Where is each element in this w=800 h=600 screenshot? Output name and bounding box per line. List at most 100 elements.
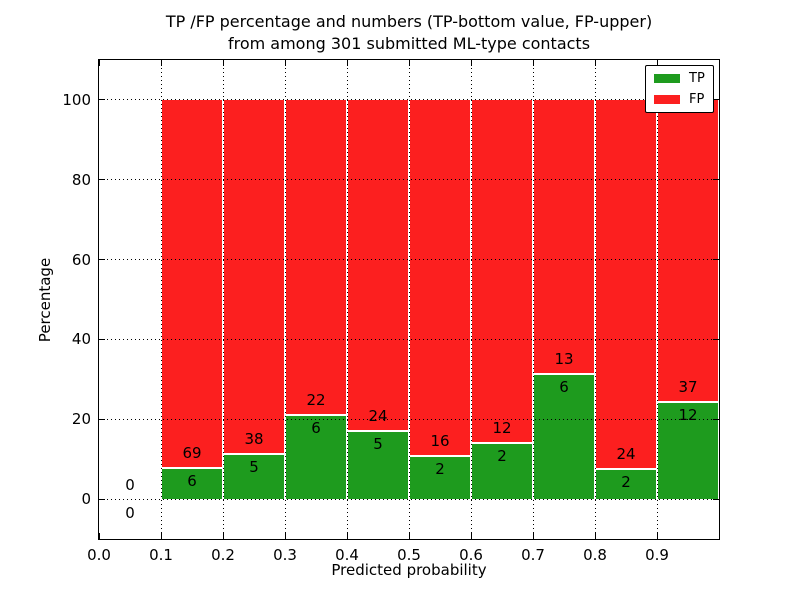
- chart-title: TP /FP percentage and numbers (TP-bottom…: [99, 11, 719, 55]
- fp-count-label: 16: [430, 431, 450, 450]
- x-tick-top: [346, 60, 348, 66]
- y-tick-label: 40: [71, 330, 91, 349]
- x-tick-bottom: [160, 533, 162, 539]
- y-tick-label: 80: [71, 170, 91, 189]
- x-tick-label: 0.7: [521, 546, 545, 564]
- x-tick-bottom: [594, 533, 596, 539]
- bar-segment-fp: [162, 99, 222, 468]
- y-tick-left: [99, 418, 105, 420]
- x-tick-top: [532, 60, 534, 66]
- x-tick-top: [98, 60, 100, 66]
- bar-segment-tp: [596, 468, 656, 500]
- bar-segment-tp: [348, 430, 408, 500]
- x-tick-label: 0.3: [273, 546, 297, 564]
- x-tick-label: 0.4: [335, 546, 359, 564]
- fp-count-label: 24: [368, 407, 388, 426]
- bar-segment-fp: [286, 99, 346, 414]
- legend: TP FP: [645, 65, 714, 113]
- x-axis-label: Predicted probability: [331, 561, 487, 579]
- y-tick-left: [99, 338, 105, 340]
- x-gridline: [408, 60, 410, 539]
- y-tick-right: [713, 259, 719, 261]
- x-tick-label: 0.2: [211, 546, 235, 564]
- tp-color-swatch: [654, 74, 680, 83]
- x-tick-top: [284, 60, 286, 66]
- x-gridline: [346, 60, 348, 539]
- bar-segment-tp: [534, 373, 594, 500]
- x-gridline: [656, 60, 658, 539]
- x-tick-bottom: [656, 533, 658, 539]
- x-gridline: [160, 60, 162, 539]
- legend-entry-tp: TP: [654, 72, 705, 85]
- tp-count-label: 6: [187, 472, 197, 491]
- x-tick-top: [222, 60, 224, 66]
- bar-segment-tp: [472, 442, 532, 500]
- x-gridline: [222, 60, 224, 539]
- fp-count-label: 69: [182, 444, 202, 463]
- y-tick-right: [713, 498, 719, 500]
- legend-entry-fp: FP: [654, 93, 705, 106]
- fp-count-label: 24: [616, 445, 636, 464]
- y-tick-left: [99, 259, 105, 261]
- x-tick-bottom: [222, 533, 224, 539]
- y-tick-label: 20: [71, 410, 91, 429]
- x-tick-label: 0.9: [645, 546, 669, 564]
- bar-segment-fp: [596, 99, 656, 469]
- x-tick-bottom: [408, 533, 410, 539]
- y-tick-left: [99, 99, 105, 101]
- legend-label-fp: FP: [689, 92, 705, 107]
- bar-segment-fp: [658, 99, 718, 402]
- bar-segment-tp: [162, 467, 222, 500]
- x-tick-top: [594, 60, 596, 66]
- x-tick-label: 0.8: [583, 546, 607, 564]
- tp-count-label: 5: [249, 457, 259, 476]
- y-tick-label: 60: [71, 250, 91, 269]
- chart-title-line1: TP /FP percentage and numbers (TP-bottom…: [165, 12, 653, 31]
- tp-count-label: 6: [559, 378, 569, 397]
- y-tick-left: [99, 498, 105, 500]
- tp-count-label: 2: [435, 459, 445, 478]
- fp-count-label: 38: [244, 429, 264, 448]
- bar-segment-tp: [410, 454, 470, 500]
- y-tick-right: [713, 418, 719, 420]
- fp-count-label: 22: [306, 390, 326, 409]
- y-tick-right: [713, 338, 719, 340]
- x-tick-top: [408, 60, 410, 66]
- y-tick-right: [713, 179, 719, 181]
- plot-area: 0 0 69 6 38 5 22 6 24 5 16 2 12 2 13 6 24 2 37 12 TP FP: [98, 59, 720, 540]
- x-gridline: [470, 60, 472, 539]
- x-tick-bottom: [284, 533, 286, 539]
- x-tick-label: 0.6: [459, 546, 483, 564]
- tp-count-label: 12: [678, 406, 698, 425]
- bar-segment-tp: [658, 401, 718, 500]
- bar-segment-tp: [224, 452, 284, 500]
- bar-segment-fp: [224, 99, 284, 453]
- fp-color-swatch: [654, 95, 680, 104]
- bar-segment-fp: [410, 99, 470, 455]
- x-tick-label: 0.1: [149, 546, 173, 564]
- bar-segment-tp: [286, 413, 346, 500]
- fp-count-label: 0: [125, 476, 135, 495]
- bar-segment-fp: [534, 99, 594, 374]
- x-gridline: [532, 60, 534, 539]
- x-tick-top: [160, 60, 162, 66]
- fp-count-label: 37: [678, 378, 698, 397]
- x-tick-top: [656, 60, 658, 66]
- x-gridline: [284, 60, 286, 539]
- y-tick-right: [713, 99, 719, 101]
- x-gridline: [594, 60, 596, 539]
- bar-segment-fp: [348, 99, 408, 431]
- x-tick-bottom: [346, 533, 348, 539]
- tp-count-label: 2: [497, 447, 507, 466]
- y-tick-left: [99, 179, 105, 181]
- tp-count-label: 6: [311, 418, 321, 437]
- tp-count-label: 0: [125, 504, 135, 523]
- x-tick-bottom: [532, 533, 534, 539]
- legend-label-tp: TP: [689, 71, 705, 86]
- fp-count-label: 13: [554, 350, 574, 369]
- tp-count-label: 5: [373, 435, 383, 454]
- tp-count-label: 2: [621, 473, 631, 492]
- x-tick-label: 0.5: [397, 546, 421, 564]
- fp-count-label: 12: [492, 419, 512, 438]
